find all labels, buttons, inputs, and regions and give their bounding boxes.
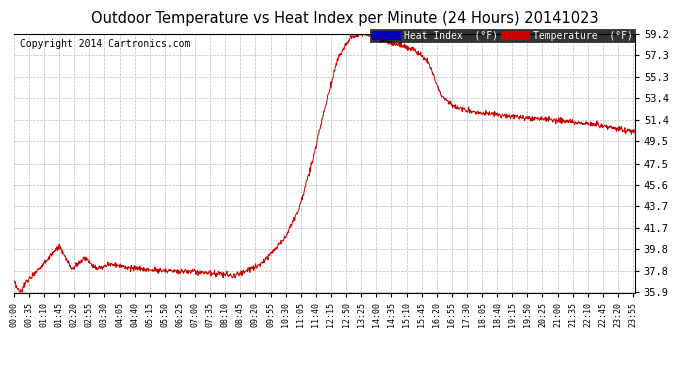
Text: Copyright 2014 Cartronics.com: Copyright 2014 Cartronics.com [20,39,190,49]
Text: Outdoor Temperature vs Heat Index per Minute (24 Hours) 20141023: Outdoor Temperature vs Heat Index per Mi… [91,11,599,26]
Legend: Heat Index  (°F), Temperature  (°F): Heat Index (°F), Temperature (°F) [370,28,635,42]
